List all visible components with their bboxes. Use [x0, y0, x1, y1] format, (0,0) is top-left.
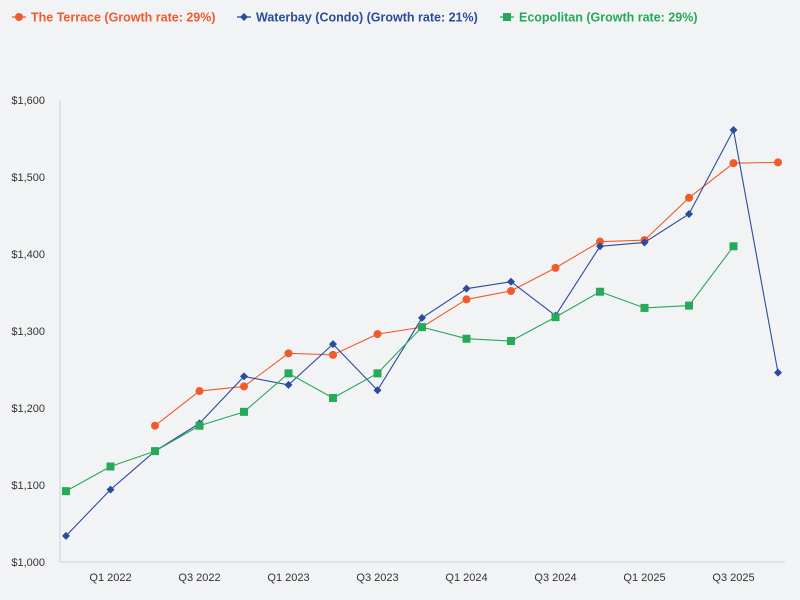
x-tick-label: Q1 2022 — [89, 572, 131, 584]
data-point — [373, 369, 382, 378]
data-point — [240, 372, 248, 381]
y-tick-label: $1,400 — [11, 249, 45, 261]
data-point — [195, 387, 204, 396]
x-tick-label: Q3 2023 — [356, 572, 398, 584]
data-point — [195, 421, 204, 430]
legend-item: Ecopolitan (Growth rate: 29%) — [500, 11, 698, 25]
legend-marker — [15, 13, 23, 21]
data-point — [462, 334, 471, 343]
data-point — [373, 330, 382, 339]
x-tick-label: Q3 2024 — [534, 572, 576, 584]
data-point — [151, 447, 159, 456]
x-tick-label: Q1 2025 — [623, 572, 665, 584]
data-point — [729, 159, 738, 168]
data-point — [240, 407, 248, 416]
y-tick-labels: $1,000 $1,100 $1,200 $1,300 $1,400 $1,500 $1,6… — [11, 95, 45, 569]
y-tick-label: $1,300 — [11, 326, 45, 338]
data-point — [685, 301, 693, 310]
data-point — [507, 337, 515, 346]
series-line — [65, 128, 779, 537]
y-tick-label: $1,100 — [11, 480, 45, 492]
legend-marker — [240, 13, 248, 21]
x-tick-label: Q1 2024 — [445, 572, 487, 584]
data-point — [507, 286, 515, 295]
x-tick-label: Q1 2023 — [267, 572, 309, 584]
data-point — [551, 263, 560, 272]
y-tick-label: $1,000 — [11, 557, 45, 569]
data-point — [729, 242, 738, 251]
data-point — [418, 313, 426, 322]
legend-label: The Terrace (Growth rate: 29%) — [31, 11, 216, 25]
data-point — [462, 295, 471, 304]
data-point — [240, 382, 248, 391]
data-point — [106, 462, 115, 471]
series-3 — [62, 242, 738, 496]
data-point — [596, 242, 604, 251]
data-point — [640, 238, 649, 247]
series-line — [65, 245, 734, 492]
y-tick-label: $1,500 — [11, 172, 45, 184]
x-tick-label: Q3 2025 — [712, 572, 754, 584]
data-point — [729, 126, 738, 135]
data-point — [685, 209, 693, 218]
data-point — [62, 487, 70, 496]
data-point — [151, 421, 159, 430]
legend-label: Ecopolitan (Growth rate: 29%) — [519, 11, 698, 25]
legend: The Terrace (Growth rate: 29%) Waterbay (… — [12, 11, 698, 25]
y-tick-label: $1,200 — [11, 403, 45, 415]
data-point — [329, 340, 337, 349]
data-point — [462, 284, 471, 293]
data-point — [774, 158, 782, 167]
data-point — [284, 349, 293, 358]
data-point — [373, 386, 382, 395]
data-point — [507, 277, 515, 286]
series-2 — [62, 126, 782, 540]
axes — [59, 100, 785, 563]
data-point — [596, 237, 604, 246]
data-point — [329, 393, 337, 402]
y-tick-label: $1,600 — [11, 95, 45, 107]
legend-item: The Terrace (Growth rate: 29%) — [12, 11, 216, 25]
legend-item: Waterbay (Condo) (Growth rate: 21%) — [237, 11, 478, 25]
series-1 — [151, 158, 782, 430]
data-point — [774, 368, 782, 377]
data-point — [551, 313, 560, 322]
data-point — [106, 485, 115, 494]
x-tick-label: Q3 2022 — [178, 572, 220, 584]
data-point — [685, 193, 693, 202]
data-point — [62, 531, 70, 540]
data-point — [284, 369, 293, 378]
series-line — [154, 161, 779, 427]
data-point — [596, 287, 604, 296]
data-point — [284, 380, 293, 389]
legend-label: Waterbay (Condo) (Growth rate: 21%) — [256, 11, 478, 25]
data-point — [329, 350, 337, 359]
legend-marker — [503, 13, 511, 21]
x-tick-labels: Q1 2022 Q3 2022 Q1 2023 Q3 2023 Q1 2024 Q3 20… — [89, 572, 754, 584]
data-point — [418, 323, 426, 332]
data-point — [640, 303, 649, 312]
